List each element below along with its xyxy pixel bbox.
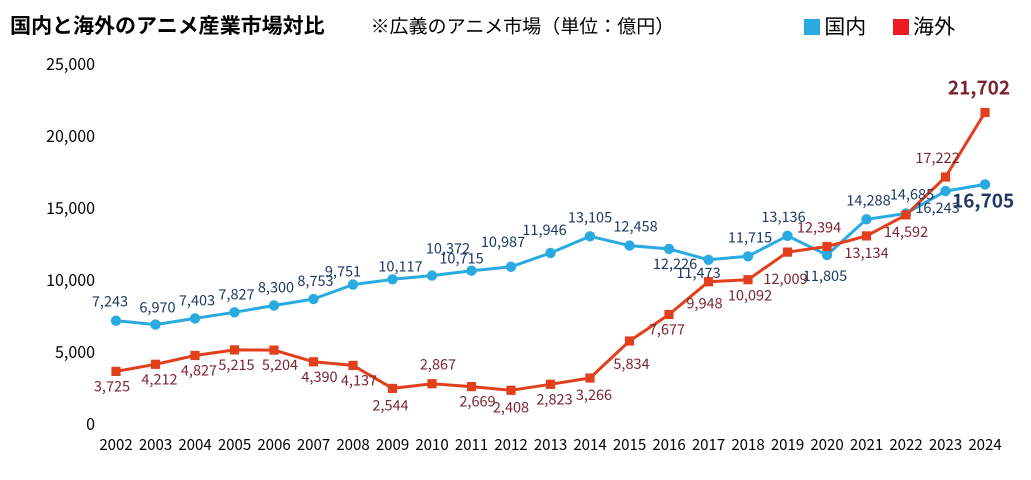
svg-text:6,970: 6,970	[139, 297, 175, 318]
svg-text:15,000: 15,000	[46, 195, 95, 219]
svg-text:16,705: 16,705	[952, 186, 1014, 213]
svg-text:2004: 2004	[178, 434, 211, 455]
svg-text:20,000: 20,000	[46, 123, 95, 147]
svg-text:14,288: 14,288	[846, 189, 890, 210]
svg-text:2017: 2017	[692, 434, 725, 455]
svg-text:7,827: 7,827	[218, 283, 254, 304]
svg-text:2,823: 2,823	[536, 388, 572, 409]
svg-text:3,725: 3,725	[94, 375, 130, 396]
svg-text:7,677: 7,677	[649, 319, 685, 340]
svg-text:12,009: 12,009	[763, 268, 807, 289]
svg-text:2002: 2002	[99, 434, 132, 455]
svg-text:2008: 2008	[336, 434, 369, 455]
svg-text:9,948: 9,948	[686, 293, 722, 314]
svg-text:2007: 2007	[297, 434, 330, 455]
svg-text:2021: 2021	[850, 434, 883, 455]
svg-text:2024: 2024	[968, 434, 1001, 455]
svg-text:5,204: 5,204	[262, 354, 298, 375]
svg-text:13,105: 13,105	[568, 206, 612, 227]
svg-text:5,834: 5,834	[613, 353, 649, 374]
svg-text:11,473: 11,473	[676, 262, 720, 283]
svg-text:2013: 2013	[534, 434, 567, 455]
svg-text:8,300: 8,300	[258, 277, 294, 298]
svg-text:4,390: 4,390	[301, 366, 337, 387]
svg-text:2006: 2006	[257, 434, 290, 455]
svg-text:12,458: 12,458	[613, 216, 657, 237]
svg-text:2023: 2023	[929, 434, 962, 455]
svg-text:2014: 2014	[573, 434, 606, 455]
svg-text:10,987: 10,987	[481, 231, 525, 252]
svg-text:2015: 2015	[613, 434, 646, 455]
svg-text:2020: 2020	[810, 434, 843, 455]
svg-text:2,669: 2,669	[459, 391, 495, 412]
svg-text:5,000: 5,000	[55, 339, 95, 363]
svg-text:2010: 2010	[415, 434, 448, 455]
svg-text:4,137: 4,137	[341, 369, 377, 390]
svg-text:11,715: 11,715	[728, 226, 772, 247]
svg-text:0: 0	[86, 411, 95, 435]
svg-text:10,715: 10,715	[439, 248, 483, 269]
svg-text:2003: 2003	[139, 434, 172, 455]
svg-text:14,592: 14,592	[884, 221, 928, 242]
svg-text:2016: 2016	[652, 434, 685, 455]
svg-text:12,394: 12,394	[797, 217, 841, 238]
svg-text:4,212: 4,212	[141, 368, 177, 389]
svg-text:2,544: 2,544	[372, 394, 408, 415]
svg-text:17,222: 17,222	[915, 147, 959, 168]
svg-text:7,243: 7,243	[92, 291, 128, 312]
svg-text:10,117: 10,117	[378, 255, 422, 276]
svg-text:11,805: 11,805	[803, 265, 847, 286]
svg-text:9,751: 9,751	[325, 261, 361, 282]
svg-text:7,403: 7,403	[179, 289, 215, 310]
svg-text:11,946: 11,946	[522, 219, 566, 240]
svg-text:2009: 2009	[376, 434, 409, 455]
svg-text:2005: 2005	[218, 434, 251, 455]
svg-text:10,000: 10,000	[46, 267, 95, 291]
svg-text:2,408: 2,408	[493, 396, 529, 417]
svg-text:21,702: 21,702	[948, 74, 1010, 101]
svg-text:3,266: 3,266	[576, 384, 612, 405]
svg-text:13,134: 13,134	[844, 242, 888, 263]
svg-text:5,215: 5,215	[218, 354, 254, 375]
svg-text:2018: 2018	[731, 434, 764, 455]
svg-text:2,867: 2,867	[420, 354, 456, 375]
svg-text:2022: 2022	[889, 434, 922, 455]
svg-text:2011: 2011	[455, 434, 488, 455]
svg-text:25,000: 25,000	[46, 51, 95, 75]
svg-text:2019: 2019	[771, 434, 804, 455]
svg-text:4,827: 4,827	[181, 360, 217, 381]
svg-text:2012: 2012	[494, 434, 527, 455]
